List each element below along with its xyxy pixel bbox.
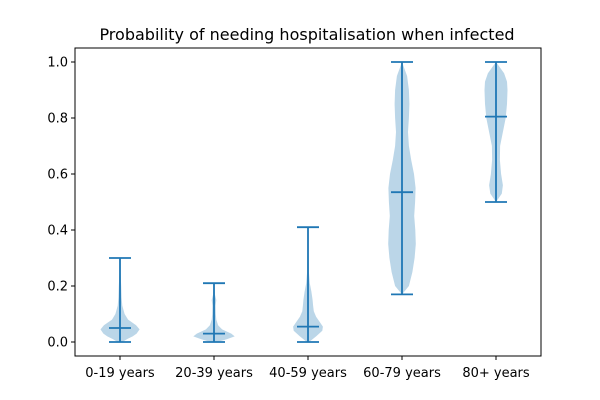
plot-frame — [74, 47, 542, 357]
y-axis: 0.0 0.2 0.4 0.6 0.8 1.0 — [47, 56, 75, 351]
y-tick-label: 0.0 — [47, 336, 68, 351]
chart-title: Probability of needing hospitalisation w… — [99, 25, 514, 44]
violin-group — [293, 226, 323, 343]
x-axis: 0-19 years 20-39 years 40-59 years 60-79 ye… — [85, 356, 530, 381]
y-tick-label: 0.2 — [47, 280, 68, 295]
x-tick-label: 20-39 years — [175, 366, 253, 381]
y-tick-label: 0.8 — [47, 112, 68, 127]
x-tick-label: 0-19 years — [85, 366, 155, 381]
violin-group — [100, 257, 140, 343]
x-tick-label: 80+ years — [462, 366, 530, 381]
y-tick-label: 0.4 — [47, 224, 68, 239]
violin-group — [484, 61, 508, 203]
violin-plot-area — [100, 61, 508, 343]
y-tick-label: 1.0 — [47, 56, 68, 71]
y-tick-label: 0.6 — [47, 168, 68, 183]
violin-group — [388, 61, 416, 296]
x-tick-label: 60-79 years — [363, 366, 441, 381]
x-tick-label: 40-59 years — [269, 366, 347, 381]
violin-group — [193, 282, 235, 343]
